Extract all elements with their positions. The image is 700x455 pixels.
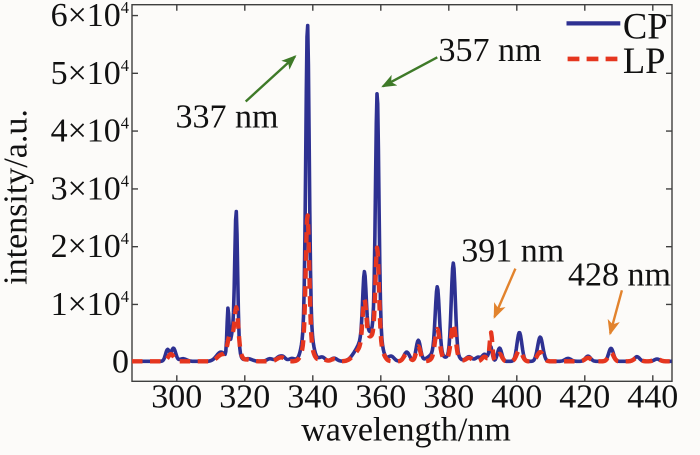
svg-text:6×104: 6×104 [51, 0, 129, 34]
svg-text:1×104: 1×104 [51, 286, 129, 323]
svg-text:320: 320 [219, 379, 270, 416]
svg-text:4×104: 4×104 [51, 113, 129, 150]
svg-text:CP: CP [623, 6, 668, 47]
svg-text:337 nm: 337 nm [176, 98, 279, 135]
svg-text:2×104: 2×104 [51, 228, 129, 265]
svg-text:wavelength/nm: wavelength/nm [301, 412, 511, 449]
svg-text:5×104: 5×104 [51, 55, 129, 92]
svg-text:357 nm: 357 nm [439, 32, 542, 69]
svg-text:0: 0 [112, 344, 129, 381]
svg-text:420: 420 [559, 379, 610, 416]
svg-text:300: 300 [151, 379, 202, 416]
svg-text:428 nm: 428 nm [568, 257, 671, 294]
svg-text:400: 400 [491, 379, 542, 416]
svg-text:391 nm: 391 nm [461, 232, 564, 269]
svg-text:3×104: 3×104 [51, 170, 129, 207]
svg-text:380: 380 [423, 379, 474, 416]
svg-text:360: 360 [355, 379, 406, 416]
svg-text:intensity/a.u.: intensity/a.u. [0, 109, 35, 285]
svg-text:340: 340 [287, 379, 338, 416]
svg-text:440: 440 [627, 379, 678, 416]
svg-text:LP: LP [623, 40, 666, 81]
